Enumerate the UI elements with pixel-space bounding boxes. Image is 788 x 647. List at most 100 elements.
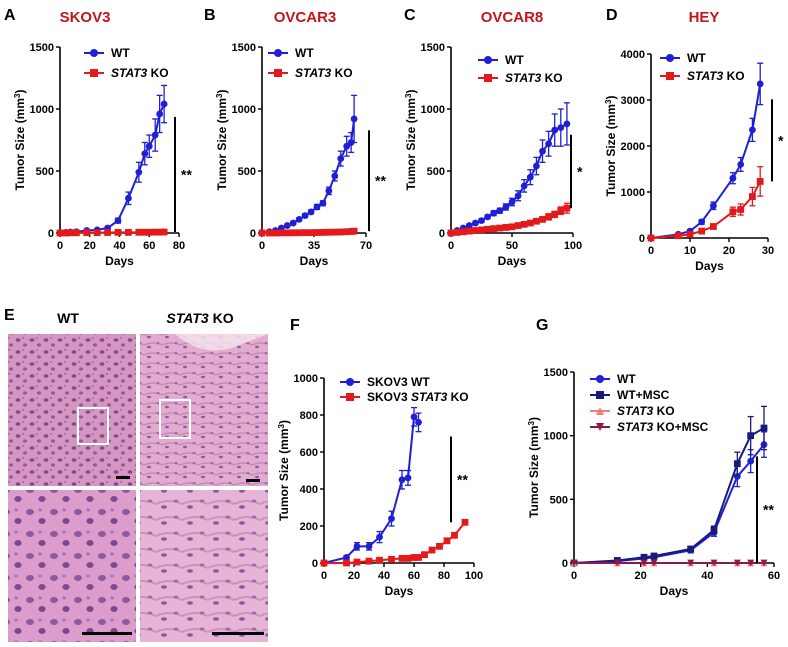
data-point: [539, 147, 546, 155]
scale-bar-wt-low: [116, 476, 130, 479]
data-point: [490, 209, 498, 217]
y-tick-label: 800: [300, 410, 318, 422]
data-point: [320, 559, 328, 567]
histology-wt-high: [8, 490, 136, 642]
data-point: [151, 131, 159, 139]
y-tick-label: 1000: [232, 104, 256, 116]
data-point: [415, 554, 422, 561]
data-point: [710, 559, 718, 567]
x-tick-label: 0: [57, 240, 63, 252]
y-tick-label: 500: [36, 166, 54, 178]
data-point: [451, 531, 458, 539]
chart-c: 0 500 1000 1500 0 50 100 Days Tumor Size (mm3) WT…: [404, 42, 584, 268]
data-point: [266, 229, 273, 237]
y-tick-label: 3000: [621, 95, 645, 107]
data-point: [484, 225, 491, 233]
data-point: [502, 224, 510, 231]
data-point: [93, 229, 101, 237]
data-point: [674, 232, 682, 240]
x-tick-label: 40: [113, 240, 125, 252]
data-point: [277, 229, 285, 237]
legend-label-suffix: KO: [723, 69, 744, 83]
data-point: [141, 150, 149, 158]
legend-marker: [90, 49, 98, 57]
data-point: [325, 187, 333, 195]
data-point: [508, 198, 516, 206]
legend-label: STAT3 KO: [111, 66, 169, 80]
data-point: [141, 228, 149, 236]
legend-label: SKOV3 WT: [367, 375, 430, 389]
panel-title-b: OVCAR3: [274, 9, 337, 26]
data-point: [56, 229, 64, 237]
data-point: [283, 222, 291, 229]
data-point: [404, 554, 412, 562]
x-tick-label: 70: [360, 240, 372, 252]
y-tick-label: 600: [300, 447, 318, 459]
y-axis-label: Tumor Size (mm3): [215, 90, 230, 191]
data-point: [756, 178, 764, 185]
legend-label-suffix: KO: [653, 404, 674, 418]
y-tick-label: 0: [639, 233, 645, 245]
y-tick-label: 1000: [621, 187, 645, 199]
data-point: [313, 203, 321, 211]
chart-a: 0 500 1000 1500 0 20 40 60 80 Days Tumor Size (mm3…: [13, 42, 193, 268]
panel-title-d: HEY: [689, 9, 720, 26]
y-tick-label: 0: [562, 558, 568, 570]
panel-letter-g: G: [536, 317, 548, 334]
series-0: [56, 84, 168, 237]
data-point: [331, 228, 339, 236]
series-0: [258, 94, 358, 237]
y-tick-label: 500: [427, 166, 445, 178]
data-point: [570, 559, 578, 567]
data-point: [421, 551, 428, 559]
y-tick-label: 0: [312, 558, 318, 570]
data-point: [114, 228, 122, 236]
y-tick-label: 1500: [232, 42, 256, 54]
data-point: [67, 229, 74, 237]
legend-marker: [596, 391, 604, 399]
x-tick-label: 100: [564, 240, 582, 252]
legend-label: WT+MSC: [617, 388, 670, 402]
legend-label-suffix: KO: [447, 390, 468, 404]
data-point: [526, 219, 534, 227]
data-point: [343, 228, 351, 236]
data-point: [447, 229, 455, 237]
data-point: [533, 162, 540, 170]
data-point: [650, 559, 658, 567]
legend-marker: [596, 375, 604, 383]
legend-label: WT: [687, 51, 706, 65]
significance-stars: *: [778, 132, 784, 148]
x-axis-label: Days: [105, 254, 134, 268]
data-point: [151, 228, 159, 236]
panel-title-a: SKOV3: [60, 9, 111, 26]
legend-label-prefix: SKOV3: [367, 390, 411, 404]
legend-entry: STAT3 KO: [660, 69, 745, 83]
legend-entry: SKOV3 STAT3 KO: [340, 390, 469, 404]
series-1: [647, 166, 764, 242]
data-point: [319, 228, 327, 236]
data-point: [72, 229, 80, 237]
y-tick-label: 500: [238, 166, 256, 178]
panel-letter-c: C: [404, 7, 416, 24]
x-tick-label: 60: [768, 570, 780, 582]
x-tick-label: 0: [448, 240, 454, 252]
y-tick-label: 1000: [294, 373, 318, 385]
x-tick-label: 60: [408, 570, 420, 582]
significance-stars: **: [457, 471, 468, 487]
data-point: [710, 202, 717, 210]
data-point: [760, 424, 768, 432]
legend-marker: [596, 423, 604, 431]
data-point: [472, 219, 479, 227]
data-point: [301, 212, 309, 220]
data-point: [410, 413, 418, 421]
data-point: [640, 559, 648, 567]
data-point: [478, 217, 485, 225]
data-point: [125, 228, 132, 236]
legend-label: SKOV3 STAT3 KO: [367, 390, 469, 404]
x-axis-label: Days: [660, 584, 689, 598]
legend-marker: [666, 72, 674, 80]
data-point: [465, 227, 473, 235]
y-tick-label: 400: [300, 484, 318, 496]
legend-entry: STAT3 KO+MSC: [590, 420, 709, 434]
histology-panel: WT STAT3 KO: [8, 310, 268, 642]
